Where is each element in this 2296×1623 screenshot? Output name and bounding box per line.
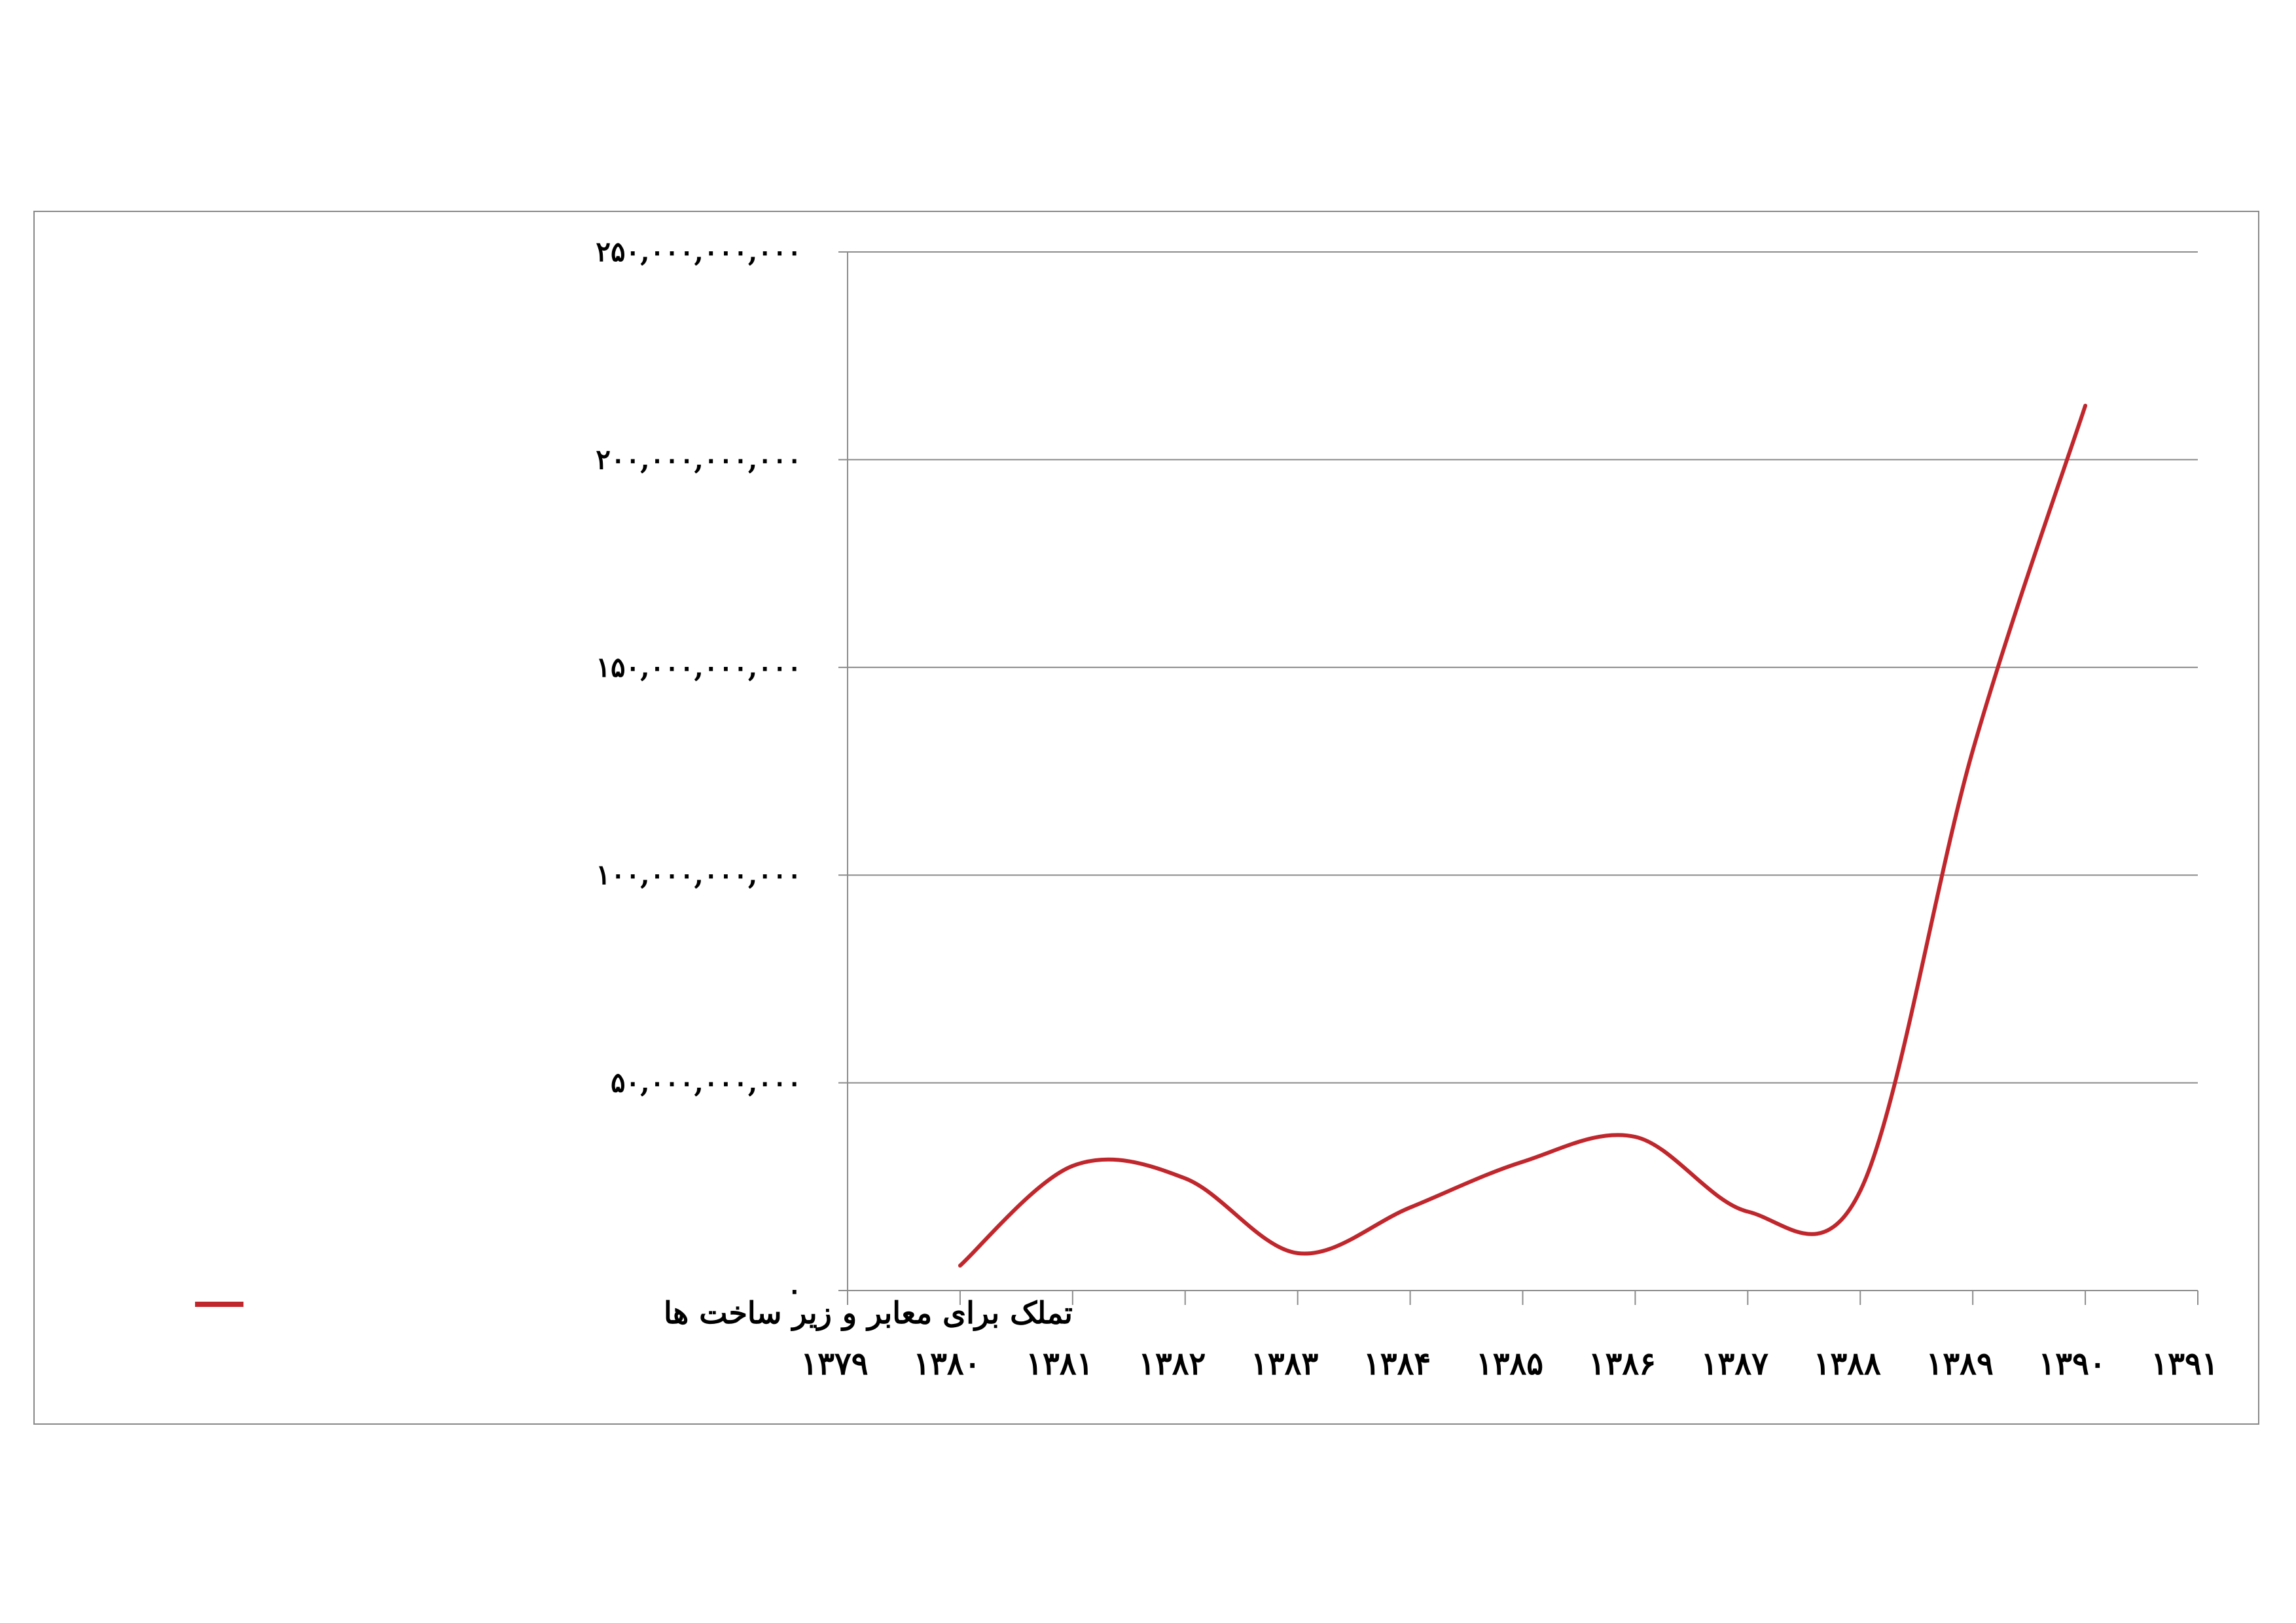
x-tick-label: ۱۳۸۴ [1363,1346,1431,1382]
y-axis-tick-labels: ۰ ۵۰,۰۰۰,۰۰۰,۰۰۰ ۱۰۰,۰۰۰,۰۰۰,۰۰۰ ۱۵۰,۰۰۰,۰۰… [596,236,802,1306]
x-tick-label: ۱۳۸۱ [1026,1346,1093,1382]
chart-frame [33,211,2259,1425]
x-tick-label: ۱۳۹۰ [2039,1346,2106,1382]
legend: تملک برای معابر و زیر ساخت ها [195,1295,1073,1331]
y-tick-label: ۵۰,۰۰۰,۰۰۰,۰۰۰ [611,1067,802,1099]
y-tick-label: ۰ [787,1274,802,1306]
x-tick-label: ۱۳۸۰ [913,1346,980,1382]
x-tick-label: ۱۳۸۵ [1476,1346,1543,1382]
x-axis-tick-labels: ۱۳۷۹ ۱۳۸۰ ۱۳۸۱ ۱۳۸۲ ۱۳۸۳ ۱۳۸۴ ۱۳۸۵ ۱۳۸۶ ۱۳۸۷ ۱۳۸۸… [800,1346,2218,1382]
series-line [958,403,2088,1268]
x-tick-label: ۱۳۸۷ [1701,1346,1768,1382]
y-tick-label: ۲۵۰,۰۰۰,۰۰۰,۰۰۰ [596,236,802,268]
x-tick-label: ۱۳۸۲ [1138,1346,1206,1382]
y-tick-label: ۲۰۰,۰۰۰,۰۰۰,۰۰۰ [596,443,802,475]
x-tick-label: ۱۳۸۸ [1814,1346,1881,1382]
y-tick-label: ۱۵۰,۰۰۰,۰۰۰,۰۰۰ [596,651,802,683]
legend-label: تملک برای معابر و زیر ساخت ها [664,1295,1073,1331]
y-tick-label: ۱۰۰,۰۰۰,۰۰۰,۰۰۰ [596,859,802,891]
series-lines [958,403,2088,1268]
grid-lines [848,251,2198,1084]
x-tick-label: ۱۳۸۹ [1926,1346,1994,1382]
x-tick-label: ۱۳۸۳ [1251,1346,1318,1382]
x-tick-label: ۱۳۸۶ [1588,1346,1656,1382]
x-tick-label: ۱۳۹۱ [2151,1346,2218,1382]
x-tick-label: ۱۳۷۹ [800,1346,868,1382]
axes [838,251,2198,1305]
